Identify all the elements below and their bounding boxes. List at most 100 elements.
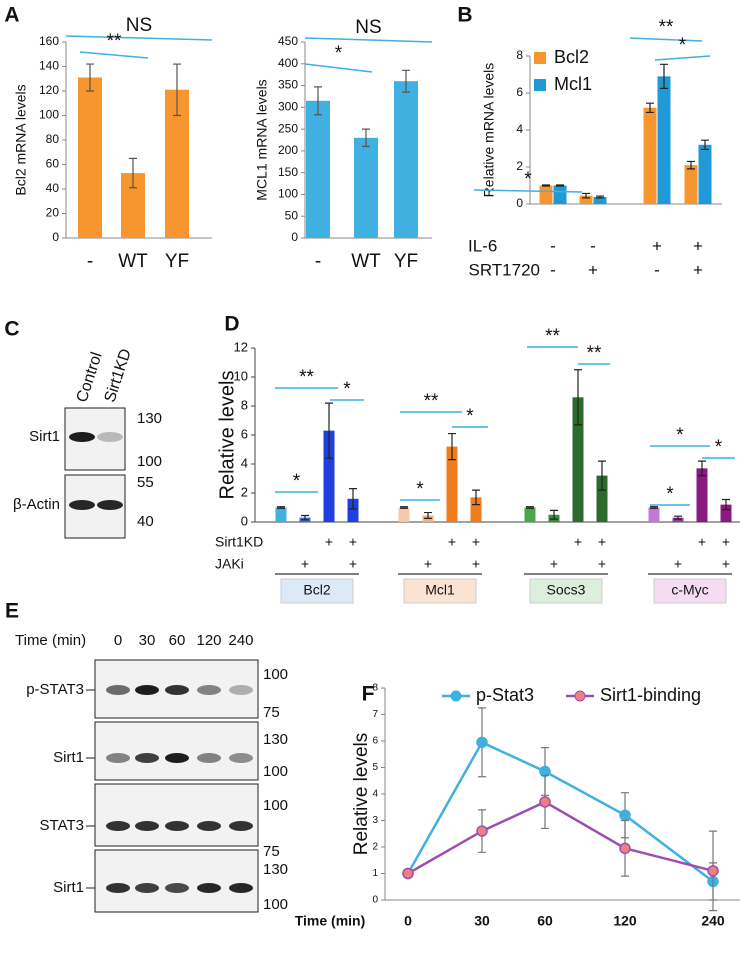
blot-band bbox=[229, 821, 253, 831]
y-tick-label: 2 bbox=[516, 159, 523, 173]
y-tick-label: 7 bbox=[372, 709, 378, 720]
bar bbox=[672, 517, 684, 522]
y-tick-label: 0 bbox=[241, 513, 248, 528]
blot-band bbox=[135, 685, 159, 695]
bar bbox=[539, 185, 553, 204]
blot-band bbox=[165, 753, 189, 763]
x-axis-label: Time (min) bbox=[295, 913, 366, 929]
significance-label: * bbox=[293, 471, 301, 492]
row-label: IL-6 bbox=[468, 236, 497, 255]
row-label: p-STAT3 bbox=[26, 681, 84, 698]
bar bbox=[648, 507, 660, 522]
blot-band bbox=[165, 883, 189, 893]
marker-label: 130 bbox=[263, 861, 288, 878]
error-bar bbox=[660, 63, 668, 89]
lane-label: 120 bbox=[196, 632, 221, 649]
group-box bbox=[403, 578, 477, 604]
group-label: c-Myc bbox=[671, 582, 708, 598]
bar bbox=[579, 195, 593, 204]
point bbox=[476, 736, 488, 749]
error-bar bbox=[400, 506, 408, 509]
group-label: Mcl1 bbox=[425, 582, 455, 598]
significance-label: * bbox=[676, 425, 684, 446]
x-tick-label: WT bbox=[351, 251, 381, 272]
y-tick-label: 20 bbox=[46, 206, 60, 220]
group-box bbox=[280, 578, 354, 604]
significance-label: NS bbox=[126, 15, 152, 36]
y-tick-label: 60 bbox=[46, 157, 60, 171]
y-tick-label: 4 bbox=[241, 455, 248, 470]
y-tick-label: 160 bbox=[39, 34, 59, 48]
error-bar bbox=[325, 402, 333, 459]
legend-swatch bbox=[534, 79, 546, 91]
lane-label: 240 bbox=[228, 632, 253, 649]
panel-label: B bbox=[457, 4, 472, 27]
point bbox=[619, 842, 631, 855]
y-tick-label: 0 bbox=[52, 230, 59, 244]
error-bar bbox=[402, 69, 410, 93]
x-tick-label: 30 bbox=[474, 913, 490, 929]
row-mark: + bbox=[598, 556, 606, 572]
bar bbox=[446, 446, 458, 522]
x-tick-label: 120 bbox=[613, 913, 637, 929]
row-mark: - bbox=[654, 260, 660, 279]
marker-label: 100 bbox=[263, 763, 288, 780]
y-axis-label: Relative levels bbox=[216, 371, 238, 500]
bar bbox=[323, 430, 335, 522]
row-mark: + bbox=[598, 534, 606, 550]
row-mark: + bbox=[301, 556, 309, 572]
legend-label: p-Stat3 bbox=[476, 685, 534, 705]
blot-band bbox=[197, 685, 221, 695]
row-label: Sirt1KD bbox=[215, 534, 263, 550]
marker-label: 130 bbox=[137, 410, 162, 427]
y-tick-label: 8 bbox=[516, 48, 523, 62]
marker-label: 130 bbox=[263, 731, 288, 748]
group-box bbox=[653, 578, 727, 604]
blot-band bbox=[69, 432, 95, 442]
error-bar bbox=[472, 489, 480, 506]
y-tick-label: 120 bbox=[39, 83, 59, 97]
lane-label: 0 bbox=[114, 632, 122, 649]
bar bbox=[657, 76, 671, 204]
error-bar bbox=[526, 506, 534, 509]
x-tick-label: 0 bbox=[404, 913, 412, 929]
y-tick-label: 140 bbox=[39, 59, 59, 73]
group-box bbox=[529, 578, 603, 604]
error-bar bbox=[173, 63, 181, 117]
error-bar bbox=[582, 192, 590, 199]
error-bar bbox=[129, 157, 137, 189]
blot-band bbox=[165, 821, 189, 831]
y-tick-label: 5 bbox=[372, 762, 378, 773]
bar bbox=[593, 196, 607, 204]
row-label: SRT1720 bbox=[468, 260, 540, 279]
error-bar bbox=[722, 498, 730, 511]
y-tick-label: 1 bbox=[372, 868, 378, 879]
panel-label: A bbox=[4, 4, 19, 27]
row-mark: - bbox=[550, 260, 556, 279]
blot-frame bbox=[94, 721, 259, 781]
error-bar bbox=[650, 506, 658, 509]
legend-marker bbox=[574, 690, 586, 702]
y-tick-label: 8 bbox=[372, 683, 378, 694]
y-tick-label: 350 bbox=[278, 78, 298, 92]
y-tick-label: 8 bbox=[241, 397, 248, 412]
significance-label: * bbox=[679, 35, 687, 56]
error-bar bbox=[349, 488, 357, 510]
x-tick-label: - bbox=[87, 251, 93, 272]
row-mark: + bbox=[652, 236, 662, 255]
significance-label: ** bbox=[299, 367, 314, 388]
point bbox=[539, 796, 551, 808]
row-mark: + bbox=[349, 556, 357, 572]
error-bar bbox=[448, 432, 456, 461]
panel-label: D bbox=[224, 313, 239, 336]
series-line bbox=[407, 800, 714, 875]
error-bar bbox=[277, 506, 285, 509]
row-mark: - bbox=[550, 236, 556, 255]
error-bar bbox=[314, 86, 322, 116]
significance-label: ** bbox=[587, 343, 602, 364]
blot-band bbox=[197, 753, 221, 763]
bar bbox=[596, 475, 608, 522]
lane-label: 60 bbox=[169, 632, 186, 649]
x-tick-label: - bbox=[315, 251, 321, 272]
